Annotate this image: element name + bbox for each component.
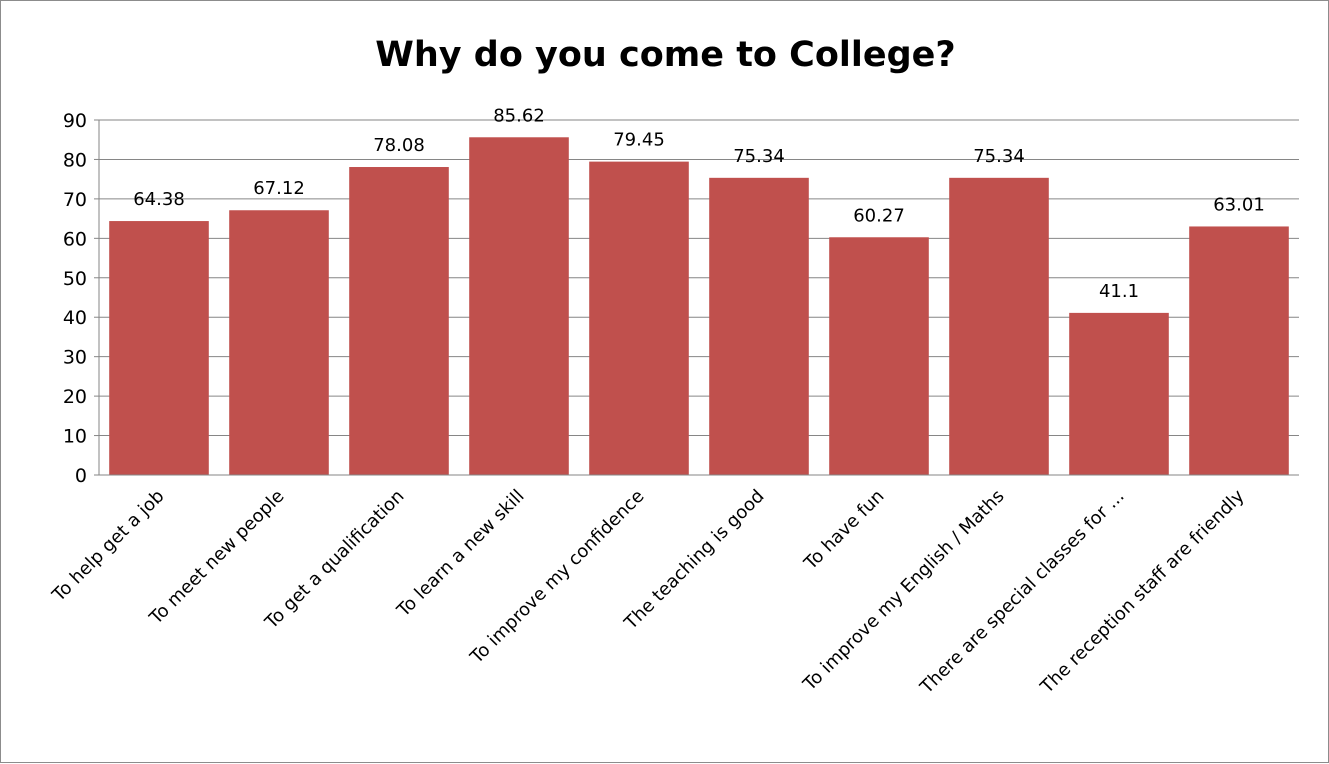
x-category-label: To learn a new skill (392, 486, 528, 622)
y-tick-label: 90 (63, 110, 87, 132)
bar (709, 177, 809, 475)
y-tick-label: 70 (63, 189, 87, 211)
data-labels: 64.38 67.12 78.08 85.62 79.45 75.34 60.27 75.34… (133, 105, 1265, 302)
bar (589, 161, 689, 475)
data-label: 85.62 (493, 105, 545, 126)
data-label: 79.45 (613, 130, 665, 151)
axes (94, 119, 1299, 476)
y-axis-tick-labels: 0 10 20 30 40 50 60 70 80 90 (63, 110, 87, 487)
data-label: 41.1 (1099, 281, 1139, 302)
bar (109, 221, 209, 475)
bar (1189, 226, 1289, 475)
x-category-label: To help get a job (48, 486, 169, 607)
bar (469, 137, 569, 475)
data-label: 75.34 (973, 146, 1025, 167)
y-tick-label: 30 (63, 347, 87, 369)
x-category-label: The teaching is good (620, 486, 769, 635)
data-label: 60.27 (853, 205, 905, 226)
data-label: 78.08 (373, 135, 425, 156)
y-tick-label: 80 (63, 149, 87, 171)
x-category-label: To get a qualification (261, 486, 409, 634)
y-tick-label: 50 (63, 268, 87, 290)
chart-title: Why do you come to College? (375, 35, 956, 75)
y-tick-label: 40 (63, 307, 87, 329)
data-label: 64.38 (133, 189, 185, 210)
y-tick-label: 20 (63, 386, 87, 408)
x-category-label: To improve my English / Maths (799, 486, 1009, 696)
bar (829, 237, 929, 475)
bar (349, 167, 449, 476)
bar (1069, 312, 1169, 475)
data-label: 63.01 (1213, 194, 1265, 215)
data-label: 75.34 (733, 146, 785, 167)
y-tick-label: 10 (63, 426, 87, 448)
x-category-label: To meet new people (145, 486, 289, 630)
bar (949, 177, 1049, 475)
y-tick-label: 0 (75, 465, 87, 487)
bars (109, 137, 1289, 476)
y-tick-label: 60 (63, 228, 87, 250)
data-label: 67.12 (253, 178, 305, 199)
x-category-label: To have fun (800, 486, 889, 575)
bar (229, 210, 329, 475)
x-category-label: The reception staff are friendly (1036, 485, 1249, 698)
x-category-label: There are special classes for ... (916, 486, 1129, 699)
